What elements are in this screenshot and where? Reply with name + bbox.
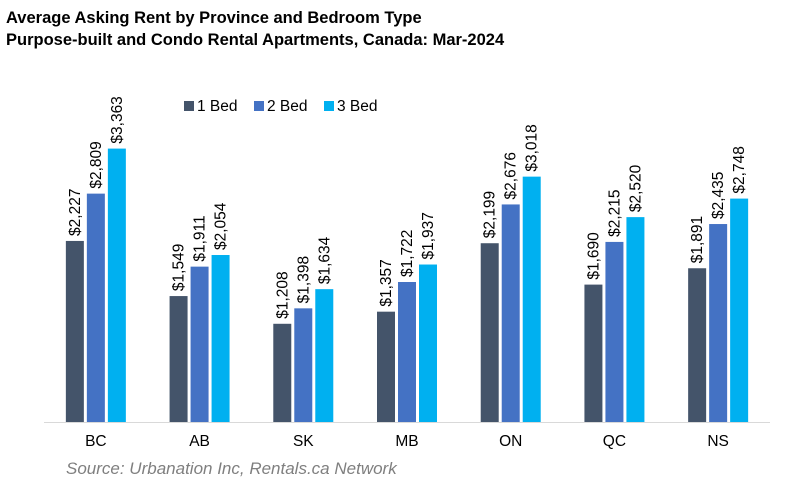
data-label: $1,549 bbox=[171, 244, 188, 291]
data-label: $2,054 bbox=[213, 202, 230, 250]
x-tick-label: QC bbox=[603, 433, 626, 450]
legend-swatch bbox=[324, 101, 334, 111]
source-note: Source: Urbanation Inc, Rentals.ca Netwo… bbox=[66, 459, 397, 478]
bar-ab-1-bed bbox=[169, 296, 188, 422]
data-label: $1,398 bbox=[295, 256, 312, 303]
bar-bc-2-bed bbox=[86, 193, 105, 422]
legend-label: 1 Bed bbox=[197, 98, 238, 115]
bar-ab-3-bed bbox=[211, 255, 230, 422]
bar-sk-2-bed bbox=[294, 308, 313, 422]
data-label: $2,227 bbox=[67, 189, 84, 236]
data-label: $1,937 bbox=[420, 212, 437, 259]
chart-subtitle: Purpose-built and Condo Rental Apartment… bbox=[6, 31, 505, 49]
x-tick-label: BC bbox=[85, 433, 107, 450]
bar-qc-3-bed bbox=[626, 217, 645, 422]
bar-bc-1-bed bbox=[65, 240, 84, 422]
data-label: $3,363 bbox=[109, 96, 126, 143]
data-label: $1,911 bbox=[192, 215, 209, 261]
legend-label: 2 Bed bbox=[267, 98, 308, 115]
bar-qc-2-bed bbox=[605, 241, 624, 422]
bar-on-3-bed bbox=[522, 176, 541, 422]
bar-on-1-bed bbox=[480, 243, 499, 422]
bar-sk-3-bed bbox=[315, 289, 334, 422]
legend-swatch bbox=[254, 101, 264, 111]
x-tick-label: AB bbox=[189, 433, 210, 450]
bar-mb-3-bed bbox=[419, 264, 437, 422]
data-label: $1,208 bbox=[274, 271, 291, 318]
x-tick-label: ON bbox=[499, 433, 522, 450]
chart-title: Average Asking Rent by Province and Bedr… bbox=[6, 7, 504, 51]
data-label: $1,690 bbox=[585, 232, 602, 280]
data-label: $2,676 bbox=[503, 152, 520, 199]
bar-bc-3-bed bbox=[107, 148, 126, 422]
chart-title-line-1: Average Asking Rent by Province and Bedr… bbox=[6, 9, 422, 27]
data-label: $1,891 bbox=[689, 216, 706, 263]
bar-ns-3-bed bbox=[730, 198, 749, 422]
bar-sk-1-bed bbox=[273, 323, 292, 422]
bar-ns-1-bed bbox=[688, 268, 707, 422]
data-label: $2,215 bbox=[606, 189, 623, 236]
data-label: $2,748 bbox=[731, 146, 748, 193]
data-label: $2,809 bbox=[88, 141, 105, 188]
data-label: $2,520 bbox=[627, 164, 644, 212]
bar-ns-2-bed bbox=[709, 224, 728, 422]
legend-swatch bbox=[184, 101, 194, 111]
bar-mb-1-bed bbox=[377, 311, 395, 422]
bar-ab-2-bed bbox=[190, 266, 209, 422]
bar-on-2-bed bbox=[501, 204, 520, 422]
x-tick-label: NS bbox=[707, 433, 729, 450]
data-label: $1,634 bbox=[316, 236, 333, 284]
data-label: $2,199 bbox=[482, 191, 499, 238]
data-label: $2,435 bbox=[710, 172, 727, 219]
bar-qc-1-bed bbox=[584, 284, 603, 422]
data-label: $1,722 bbox=[399, 230, 416, 277]
bar-mb-2-bed bbox=[398, 282, 416, 422]
x-tick-label: MB bbox=[395, 433, 418, 450]
x-tick-label: SK bbox=[293, 433, 314, 450]
data-label: $3,018 bbox=[524, 124, 541, 171]
legend-label: 3 Bed bbox=[337, 98, 378, 115]
data-label: $1,357 bbox=[378, 259, 395, 306]
